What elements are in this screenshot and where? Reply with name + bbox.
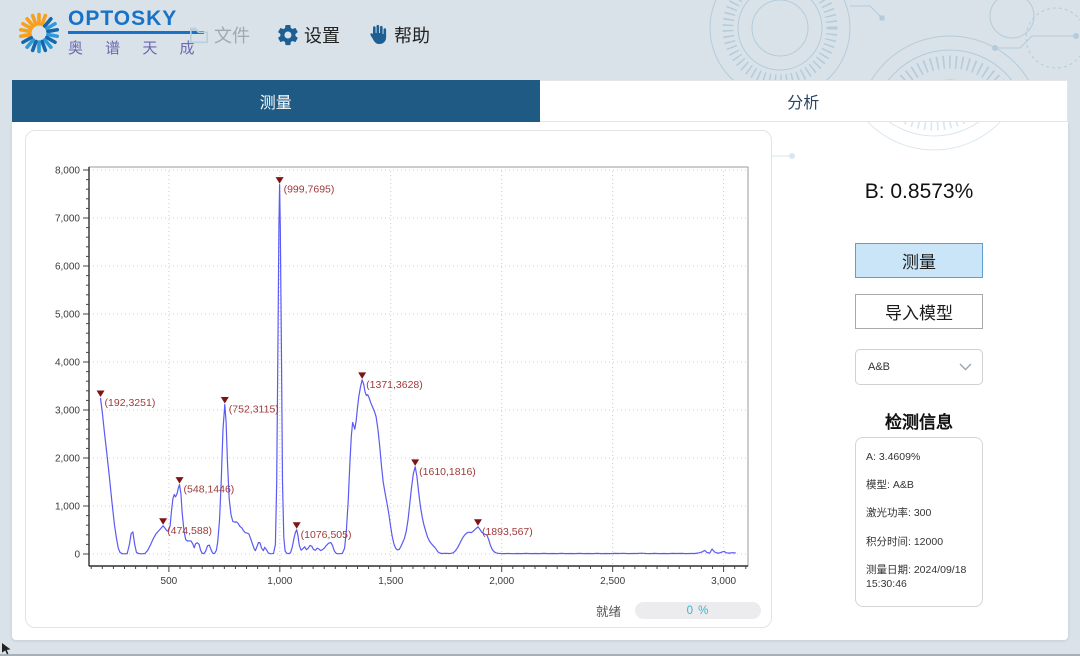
model-select-value: A&B	[868, 361, 891, 373]
toolbar-item-file[interactable]: 文件	[188, 22, 250, 48]
detection-info-title: 检测信息	[885, 413, 953, 432]
peak-marker	[96, 390, 105, 397]
import-model-button-label: 导入模型	[885, 304, 953, 323]
measure-button[interactable]: 测量	[855, 243, 983, 278]
peak-label: (1076,505)	[301, 529, 352, 541]
tab-analysis[interactable]: 分析	[539, 80, 1068, 122]
peak-marker	[175, 477, 184, 484]
info-item-measure-date: 测量日期: 2024/09/18 15:30:46	[866, 563, 967, 590]
spectrum-line	[99, 183, 736, 555]
brand-name: OPTOSKY	[68, 8, 204, 34]
import-model-button[interactable]: 导入模型	[855, 294, 983, 329]
x-tick-label: 1,000	[267, 576, 292, 587]
peak-marker	[292, 522, 301, 529]
status-ready-label: 就绪	[595, 605, 621, 619]
logo-rays	[18, 12, 60, 54]
result-value: B: 0.8573%	[864, 180, 974, 203]
peak-label: (1610,1816)	[419, 466, 476, 478]
info-item-laser-power: 激光功率: 300	[866, 507, 932, 520]
brand-logo: OPTOSKY 奥 谱 天 成	[16, 8, 204, 58]
peak-label: (548,1446)	[184, 484, 235, 496]
measure-button-label: 测量	[902, 253, 936, 272]
toolbar-item-settings-label: 设置	[304, 26, 340, 46]
x-tick-label: 1,500	[378, 576, 403, 587]
peak-marker	[473, 519, 482, 526]
y-tick-label: 5,000	[55, 310, 80, 321]
info-item-model: 模型: A&B	[866, 479, 914, 492]
footer	[0, 640, 1080, 656]
peak-marker	[411, 459, 420, 466]
model-select[interactable]: A&B	[855, 349, 983, 385]
peak-label: (1893,567)	[482, 526, 533, 538]
peak-marker	[159, 518, 168, 525]
peak-marker	[275, 177, 284, 184]
brand-name-cn: 奥 谱 天 成	[68, 40, 204, 57]
y-tick-label: 6,000	[55, 262, 80, 273]
folder-icon	[188, 25, 210, 45]
info-item-a: A: 3.4609%	[866, 451, 921, 463]
x-tick-label: 2,000	[489, 576, 514, 587]
toolbar-item-help[interactable]: 帮助	[366, 22, 430, 48]
y-tick-label: 0	[74, 550, 80, 561]
chevron-down-icon	[959, 358, 972, 376]
progress-bar: 0 %	[635, 602, 761, 619]
toolbar-item-file-label: 文件	[214, 26, 250, 46]
footer-divider	[0, 654, 1080, 656]
peak-label: (192,3251)	[105, 397, 156, 409]
chart-card: 500 1,000 1,500 2,000 2,500 3,000 0 1,000 2,000 3…	[25, 130, 772, 628]
tab-bar: 测量 分析	[12, 80, 1068, 122]
right-panel: B: 0.8573% 测量 导入模型 A&B 检测信息 A: 3.4609% 模…	[790, 122, 1048, 628]
y-tick-label: 4,000	[55, 358, 80, 369]
sunburst-logo-icon	[18, 12, 60, 54]
x-tick-label: 2,500	[600, 576, 625, 587]
toolbar-item-help-label: 帮助	[394, 26, 430, 46]
toolbar-item-settings[interactable]: 设置	[276, 22, 340, 48]
main-panel: 500 1,000 1,500 2,000 2,500 3,000 0 1,000 2,000 3…	[12, 122, 1068, 640]
y-tick-label: 3,000	[55, 406, 80, 417]
y-tick-label: 2,000	[55, 454, 80, 465]
tab-measure-label: 测量	[259, 95, 292, 112]
status-bar: 就绪 0 %	[596, 601, 761, 620]
y-tick-label: 7,000	[55, 214, 80, 225]
x-tick-label: 3,000	[711, 576, 736, 587]
tab-analysis-label: 分析	[787, 95, 820, 112]
peak-marker	[220, 396, 229, 404]
y-tick-label: 8,000	[55, 166, 80, 177]
toolbar: 文件 设置 帮助	[188, 22, 430, 48]
peak-label: (752,3115)	[229, 403, 279, 415]
peak-marker	[358, 372, 367, 379]
y-tick-label: 1,000	[55, 502, 80, 513]
mouse-cursor	[2, 643, 11, 655]
progress-value: 0 %	[686, 604, 710, 617]
header: OPTOSKY 奥 谱 天 成 文件 设置	[0, 0, 1080, 80]
spectrum-chart: 500 1,000 1,500 2,000 2,500 3,000 0 1,000 2,000 3…	[55, 166, 749, 587]
detection-info-panel: A: 3.4609% 模型: A&B 激光功率: 300 积分时间: 12000…	[855, 437, 983, 607]
x-tick-label: 500	[161, 576, 178, 587]
hand-icon	[366, 23, 390, 47]
peak-label: (474,588)	[167, 525, 212, 537]
peak-label: (999,7695)	[284, 184, 335, 196]
peak-label: (1371,3628)	[366, 379, 423, 391]
tab-measure[interactable]: 测量	[12, 80, 540, 122]
gear-icon	[276, 23, 300, 47]
info-item-integration-time: 积分时间: 12000	[866, 535, 944, 548]
